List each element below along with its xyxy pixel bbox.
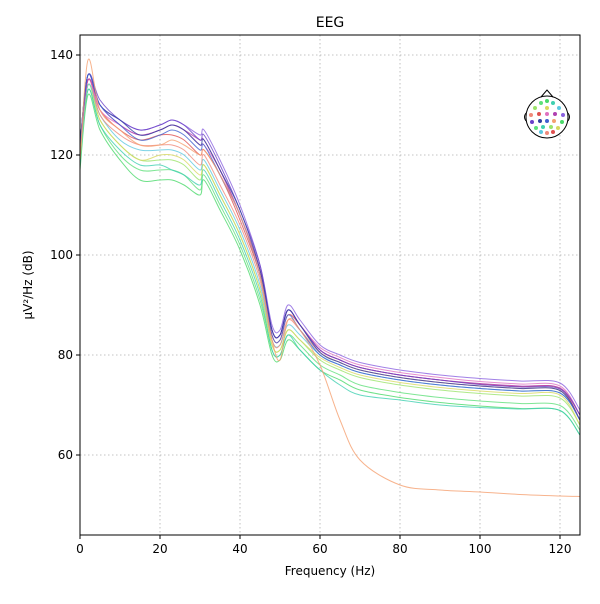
sensor-dot [557,106,561,110]
head-left-ear [524,112,527,122]
sensor-dot [530,120,534,124]
sensor-layout-legend [524,89,570,139]
y-axis-label: µV²/Hz (dB) [21,250,35,319]
series-line-ch-salmon [79,78,581,421]
y-tick-label: 80 [58,348,73,362]
series-line-ch-cyan [79,83,581,421]
x-axis-label: Frequency (Hz) [285,564,376,578]
head-nose [540,89,554,98]
series-line-ch-magenta [79,78,581,416]
y-tick-label: 120 [50,148,73,162]
sensor-dot [539,130,543,134]
plot-frame [79,34,581,536]
sensor-dot [561,113,565,117]
x-tick-label: 20 [152,542,167,556]
series-line-ch-purple [79,73,581,416]
x-tick-label: 40 [232,542,247,556]
x-tick-label: 60 [312,542,327,556]
grid [79,35,580,535]
x-tick-label: 80 [392,542,407,556]
series-line-ch-orange [79,58,581,497]
chart-title: EEG [316,15,345,31]
series-line-ch-teal [79,88,581,436]
sensor-dot [545,106,549,110]
sensor-dot [553,112,557,116]
x-tick-label: 120 [549,542,572,556]
sensor-dot [551,130,555,134]
sensor-dot [529,113,533,117]
y-tick-label: 140 [50,48,73,62]
sensor-dot [545,131,549,135]
sensor-dots [529,99,565,135]
sensor-dot [538,119,542,123]
sensor-dot [533,106,537,110]
head-right-ear [567,112,570,122]
series-line-ch-green [79,88,581,431]
y-tick-label: 100 [50,248,73,262]
series-line-ch-navy [79,73,581,421]
sensor-dot [551,101,555,105]
sensor-dot [534,126,538,130]
series-line-ch-red [79,78,581,421]
series-line-ch-yellow [79,83,581,426]
sensor-dot [552,119,556,123]
sensor-dot [545,112,549,116]
series-line-ch-violet [79,73,581,411]
axis-ticks: 0 20 40 60 80 100 120 60 80 100 120 140 [50,48,571,556]
series-line-ch-green-low [79,93,581,436]
sensor-dot [541,125,545,129]
x-tick-label: 100 [469,542,492,556]
sensor-dot [549,125,553,129]
series-line-ch-pink [79,78,581,416]
y-tick-label: 60 [58,448,73,462]
sensor-dot [539,101,543,105]
sensor-dot [545,99,549,103]
sensor-dot [545,119,549,123]
sensor-dot [537,112,541,116]
series-line-ch-lime [79,83,581,426]
sensor-dot [556,126,560,130]
sensor-dot [560,120,564,124]
x-tick-label: 0 [76,542,84,556]
series-line-ch-blue [79,73,581,421]
series-lines [79,58,581,497]
